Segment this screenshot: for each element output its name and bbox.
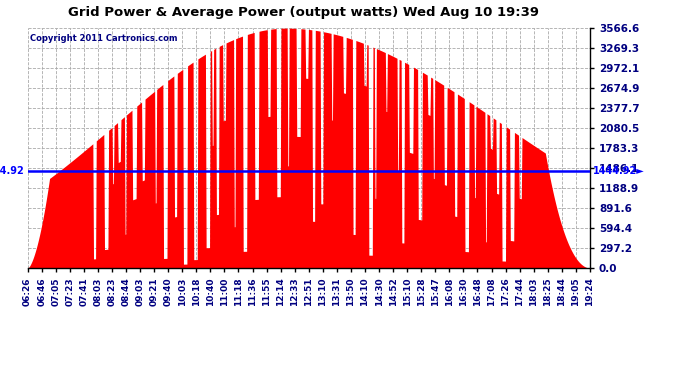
Text: Copyright 2011 Cartronics.com: Copyright 2011 Cartronics.com xyxy=(30,34,178,43)
Text: 1444.92►: 1444.92► xyxy=(593,166,644,176)
Text: Grid Power & Average Power (output watts) Wed Aug 10 19:39: Grid Power & Average Power (output watts… xyxy=(68,6,539,19)
Text: ◄1444.92: ◄1444.92 xyxy=(0,166,25,176)
